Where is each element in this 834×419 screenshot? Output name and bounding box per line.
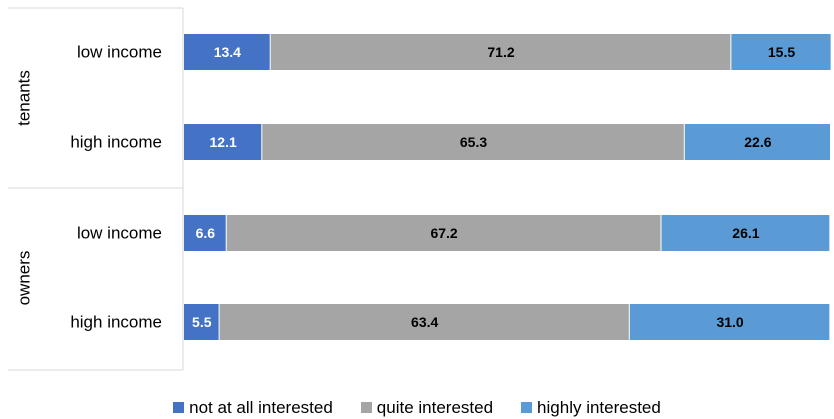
- bar-segment-not-at-all-interested-row-4: [184, 304, 219, 340]
- group-label-tenants: tenants: [15, 70, 34, 126]
- data-label-quite-interested-row-2: 65.3: [460, 134, 487, 150]
- data-label-not-at-all-interested-row-3: 6.6: [196, 225, 216, 241]
- bar-segment-not-at-all-interested-row-2: [184, 124, 262, 160]
- data-label-not-at-all-interested-row-4: 5.5: [192, 314, 212, 330]
- bar-segment-quite-interested-row-1: [270, 34, 731, 70]
- bar-segment-not-at-all-interested-row-1: [184, 34, 270, 70]
- bar-segment-quite-interested-row-4: [219, 304, 629, 340]
- bar-segment-highly-interested-row-4: [629, 304, 830, 340]
- data-label-highly-interested-row-1: 15.5: [768, 44, 795, 60]
- data-label-highly-interested-row-2: 22.6: [744, 134, 771, 150]
- data-label-highly-interested-row-3: 26.1: [732, 225, 759, 241]
- legend-swatch: [521, 402, 533, 413]
- data-label-quite-interested-row-1: 71.2: [487, 44, 514, 60]
- data-label-quite-interested-row-3: 67.2: [430, 225, 457, 241]
- bar-segment-highly-interested-row-1: [731, 34, 831, 70]
- legend-label: highly interested: [537, 398, 661, 417]
- category-label-tenants-low-income: low income: [77, 43, 162, 62]
- legend-swatch: [360, 402, 372, 413]
- category-label-tenants-high-income: high income: [70, 133, 162, 152]
- data-label-not-at-all-interested-row-1: 13.4: [214, 44, 241, 60]
- legend-item-not-at-all-interested: not at all interested: [173, 398, 333, 418]
- bar-segment-highly-interested-row-3: [661, 215, 830, 251]
- data-label-highly-interested-row-4: 31.0: [716, 314, 743, 330]
- data-label-quite-interested-row-4: 63.4: [411, 314, 438, 330]
- legend-label: quite interested: [376, 398, 494, 417]
- axis-lines: [8, 7, 184, 371]
- legend-item-highly-interested: highly interested: [521, 398, 661, 418]
- bar-segment-quite-interested-row-3: [226, 215, 661, 251]
- labels-layer: tenants low income high income owners low in…: [15, 43, 163, 332]
- legend: not at all interested quite interested hig…: [0, 398, 834, 418]
- data-label-not-at-all-interested-row-2: 12.1: [210, 134, 237, 150]
- legend-label: not at all interested: [189, 398, 333, 417]
- legend-swatch: [173, 402, 185, 413]
- category-label-owners-high-income: high income: [70, 313, 162, 332]
- group-label-owners: owners: [15, 251, 34, 306]
- bars-layer: 13.4 71.2 15.5 12.1 65.3 22.6 6.6 67.2 26.1 5.5 63…: [184, 34, 831, 340]
- bar-segment-quite-interested-row-2: [262, 124, 684, 160]
- bar-segment-not-at-all-interested-row-3: [184, 215, 226, 251]
- category-label-owners-low-income: low income: [77, 224, 162, 243]
- bar-segment-highly-interested-row-2: [684, 124, 830, 160]
- legend-item-quite-interested: quite interested: [360, 398, 494, 418]
